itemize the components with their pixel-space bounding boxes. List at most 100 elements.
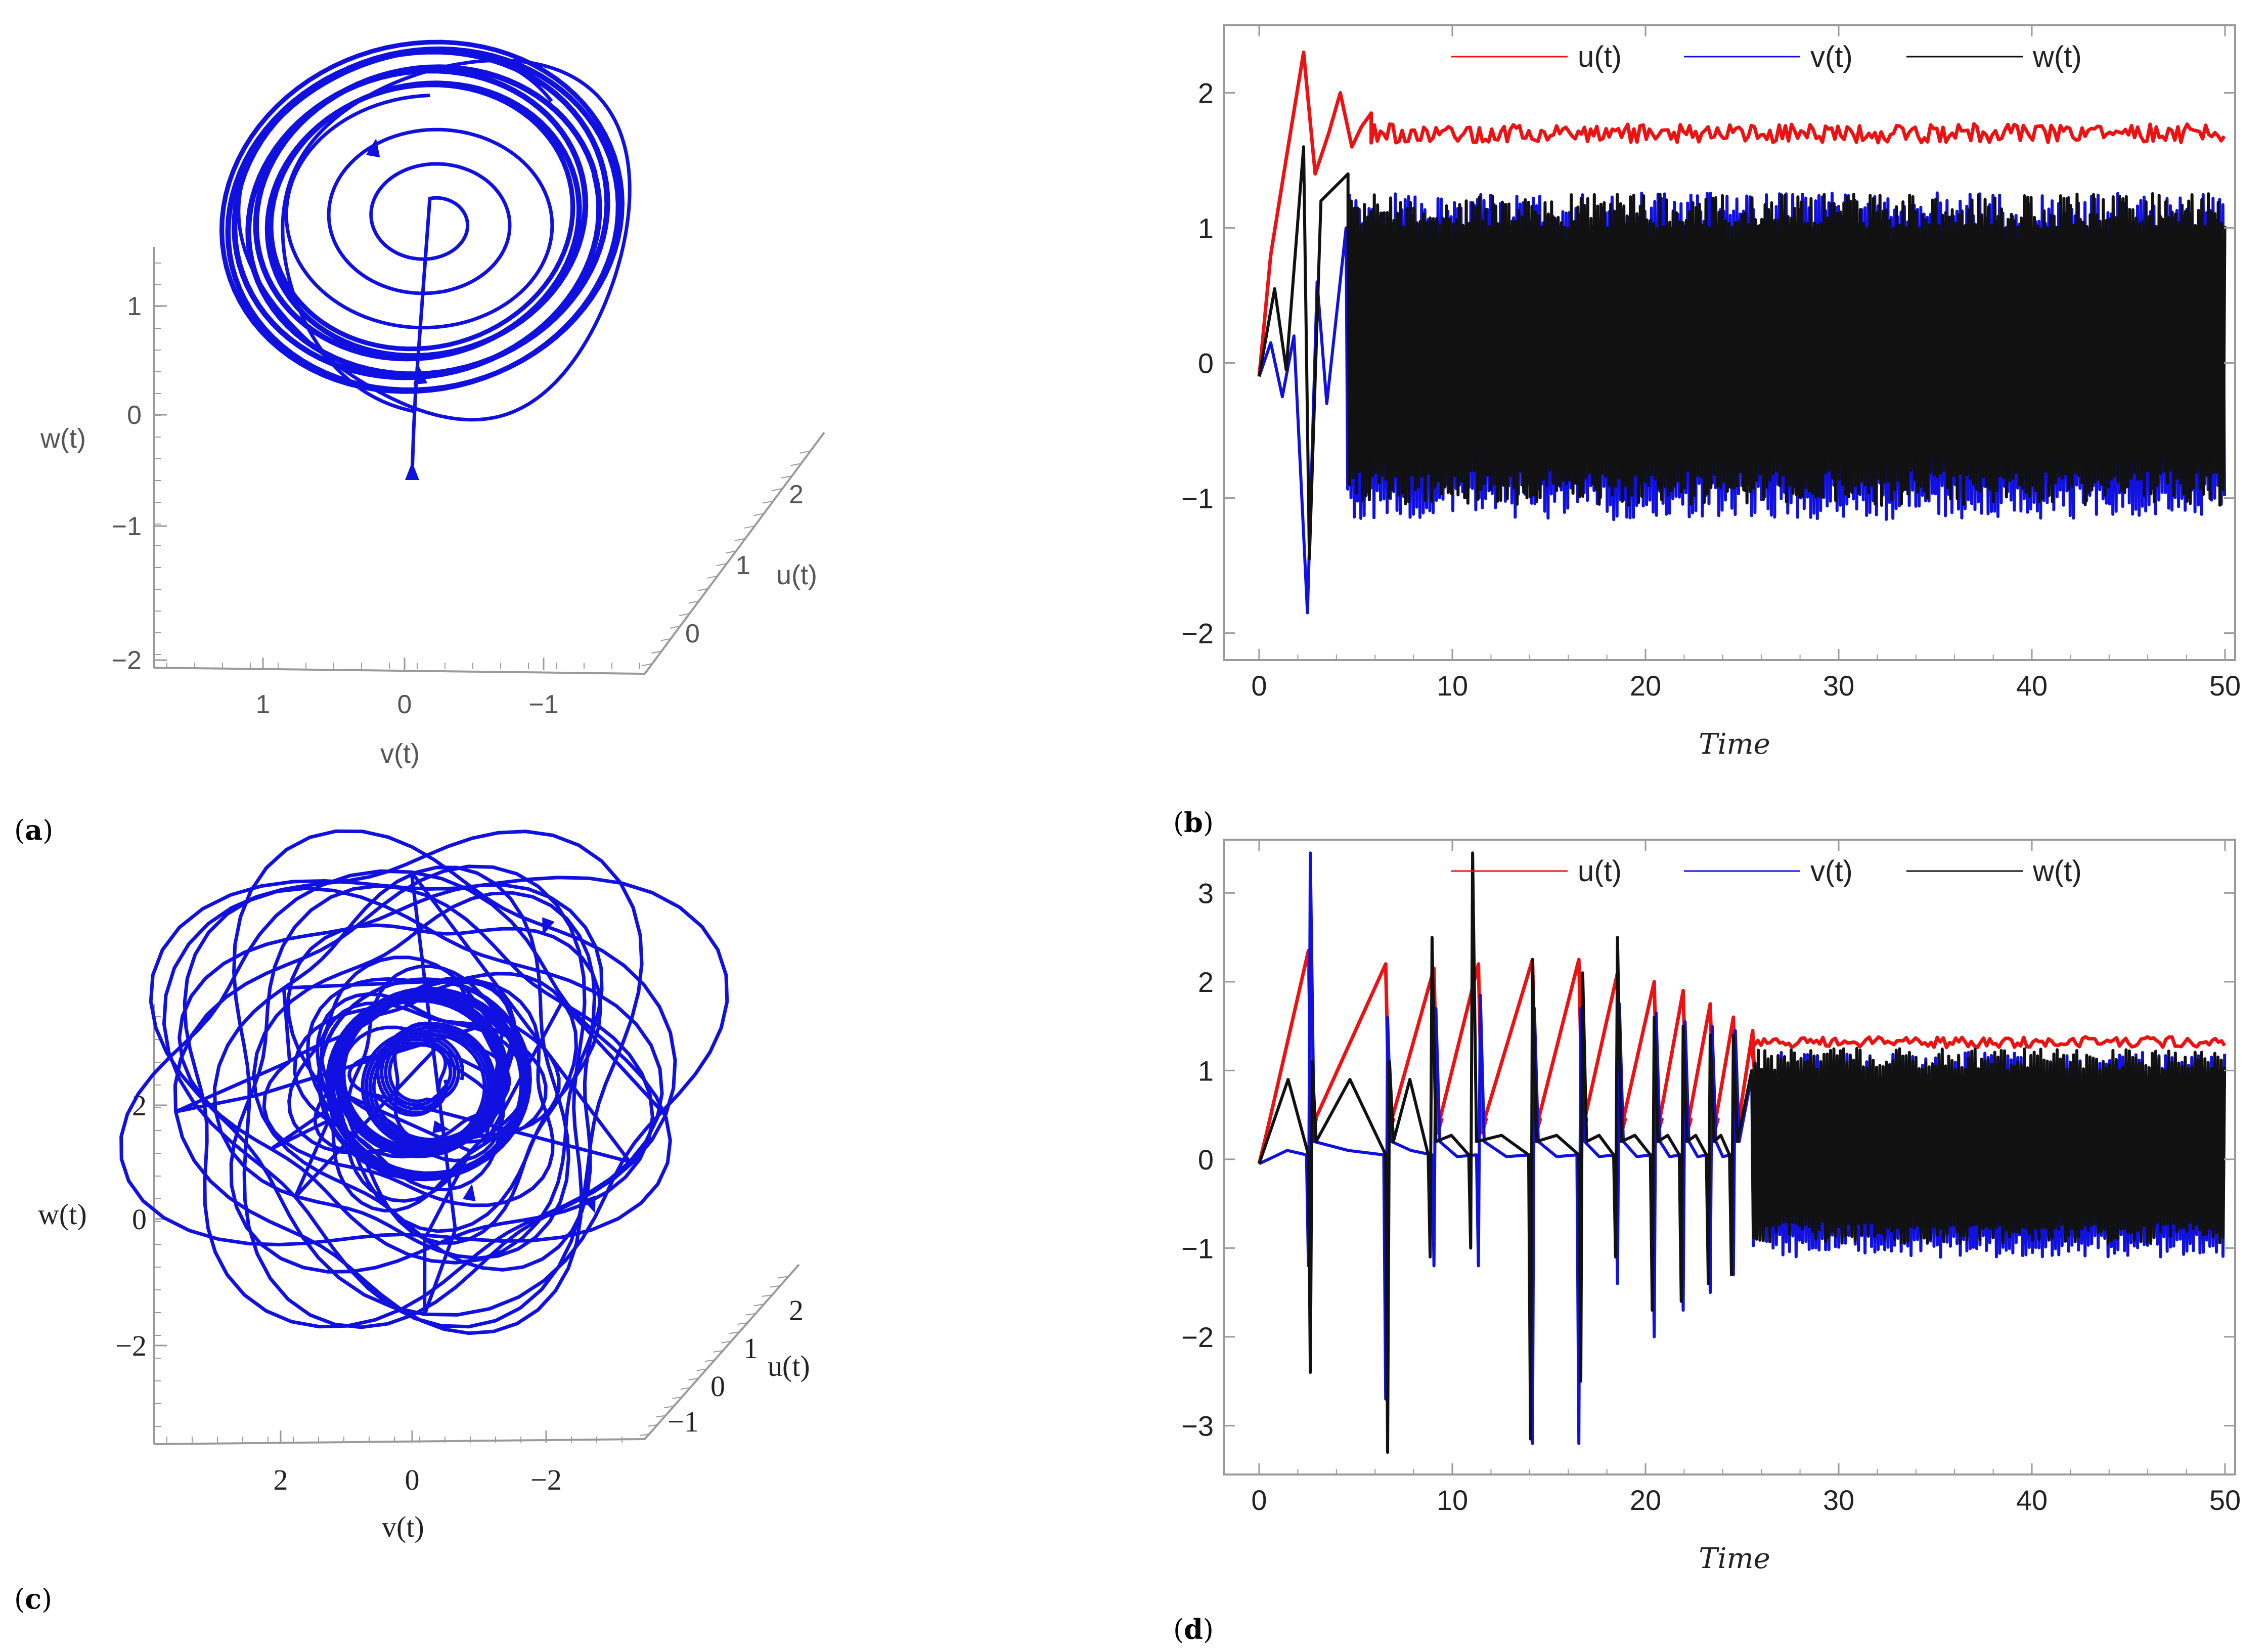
- panel-a-u-minor-tick: [735, 538, 745, 541]
- panel-a-u-tick-label: 2: [789, 480, 804, 509]
- panel-b-axes: 0 10 20 30 40 50 −2 −1 0 1 2: [1181, 25, 2241, 702]
- panel-d-caption: (d): [1173, 1613, 1214, 1645]
- panel-b-time-series: 0 10 20 30 40 50 −2 −1 0 1 2 Time u(t) v(t) w(t) (b): [1173, 24, 2241, 839]
- panel-a-u-minor-tick: [670, 625, 681, 629]
- panel-d-y-tick-label: −1: [1181, 1232, 1214, 1264]
- panel-b-caption-letter: b: [1184, 806, 1203, 839]
- panel-d-legend: u(t) v(t) w(t): [1451, 855, 2082, 888]
- panel-b-plot-frame: [1223, 24, 2236, 661]
- panel-c-u-minor-tick: [745, 1313, 756, 1316]
- panel-c-core-curve: [317, 977, 532, 1182]
- panel-c-caption: (c): [14, 1583, 52, 1615]
- panel-c-v-axis-label: v(t): [382, 1510, 424, 1543]
- panel-a-u-minor-tick: [753, 513, 764, 516]
- panel-a-v-axis-label: v(t): [380, 739, 420, 769]
- panel-b-legend-label: w(t): [2032, 40, 2082, 73]
- panel-c-caption-letter: c: [25, 1583, 41, 1615]
- panel-a-attractor-ring: [219, 39, 625, 394]
- panel-b-x-tick-label: 30: [1823, 670, 1854, 702]
- panel-c-u-minor-tick: [762, 1294, 772, 1297]
- panel-c-u-minor-tick: [704, 1359, 716, 1362]
- panel-c-w-tick-label: 0: [132, 1203, 147, 1236]
- panel-c-u-minor-tick: [688, 1378, 699, 1380]
- panel-b-x-tick-label: 20: [1630, 670, 1661, 702]
- panel-d-x-tick-label: 0: [1251, 1484, 1267, 1516]
- panel-d-x-tick-label: 10: [1437, 1484, 1468, 1516]
- panel-a-u-ticks: 0 1 2: [642, 450, 810, 666]
- panel-b-y-tick-label: 0: [1198, 348, 1214, 379]
- panel-c-u-minor-tick: [656, 1415, 666, 1418]
- panel-c-v-tick-label: 0: [405, 1463, 420, 1496]
- panel-d-x-tick-label: 30: [1823, 1484, 1854, 1516]
- panel-d-legend-label: u(t): [1578, 855, 1622, 888]
- panel-d-axes: 0 10 20 30 40 50 −3 −2 −1 0 1 2 3: [1181, 840, 2241, 1516]
- panel-a-w-tick-label: −2: [112, 646, 142, 675]
- panel-b-x-tick-label: 50: [2209, 670, 2241, 702]
- panel-c-v-ticks: 2 0 −2: [166, 1430, 622, 1496]
- panel-b-x-tick-label: 40: [2016, 670, 2048, 702]
- panel-a-w-tick-label: −1: [112, 512, 142, 541]
- panel-a-u-minor-tick: [716, 563, 727, 567]
- panel-c-direction-arrow: [542, 917, 555, 935]
- panel-c-u-minor-tick: [729, 1331, 740, 1334]
- panel-b-series-group: [1257, 50, 2227, 615]
- panel-d-series-w: [1258, 851, 2227, 1454]
- panel-a-u-minor-tick: [781, 475, 792, 479]
- panel-a-u-minor-tick: [679, 613, 690, 617]
- panel-c-u-ticks: −1 012: [639, 1276, 804, 1438]
- panel-a-u-minor-tick: [660, 638, 671, 641]
- panel-d-x-tick-label: 20: [1630, 1484, 1661, 1516]
- panel-d-y-tick-label: 3: [1198, 877, 1214, 909]
- panel-d-legend-label: w(t): [2032, 855, 2082, 888]
- panel-d-x-axis-label: Time: [1699, 1542, 1770, 1575]
- panel-d-y-tick-label: −3: [1181, 1410, 1214, 1442]
- panel-c-u-minor-tick: [647, 1424, 658, 1427]
- panel-a-v-tick-label: 0: [397, 690, 412, 719]
- panel-a-u-minor-tick: [642, 663, 653, 666]
- panel-c-u-minor-tick: [696, 1368, 707, 1371]
- panel-a-w-tick-label: 1: [127, 292, 142, 321]
- panel-a-u-minor-tick: [799, 450, 810, 454]
- panel-c-u-minor-tick: [664, 1406, 675, 1408]
- panel-d-y-tick-label: 1: [1198, 1055, 1214, 1087]
- panel-c-u-minor-tick: [713, 1350, 724, 1353]
- panel-c-u-minor-tick: [778, 1276, 789, 1279]
- panel-c-w-axis-label: w(t): [38, 1198, 87, 1231]
- panel-c-direction-arrow: [432, 1120, 450, 1134]
- panel-a-u-minor-tick: [790, 463, 801, 466]
- panel-a-u-axis-label: u(t): [776, 560, 817, 590]
- panel-b-legend-label: v(t): [1810, 40, 1853, 73]
- panel-a-u-minor-tick: [763, 500, 773, 504]
- panel-a-u-minor-tick: [725, 550, 736, 554]
- panel-a-w-axis-label: w(t): [40, 423, 86, 454]
- panel-d-plot-frame: [1223, 839, 2236, 1476]
- panel-a-u-minor-tick: [688, 600, 699, 604]
- panel-c-u-minor-tick: [737, 1322, 748, 1325]
- panel-d-y-tick-label: 0: [1198, 1144, 1214, 1176]
- panel-c-u-tick-label: 1: [743, 1332, 758, 1365]
- panel-c-u-tick-label: 0: [710, 1370, 725, 1403]
- panel-a-direction-arrow: [413, 366, 428, 385]
- panel-b-legend-label: u(t): [1578, 40, 1622, 73]
- panel-c-w-tick-label: −2: [115, 1329, 147, 1362]
- panel-a-v-ticks: 1 0 −1: [166, 658, 640, 719]
- panel-c-v-tick-label: −2: [530, 1463, 562, 1496]
- panel-a-caption-letter: a: [25, 814, 42, 846]
- panel-d-caption-letter: d: [1184, 1613, 1203, 1645]
- panel-c-direction-arrow: [462, 1184, 476, 1202]
- panel-a-u-minor-tick: [707, 575, 718, 579]
- panel-a-3d-phase-portrait: 1 0 −1 −2 1 0 −1 0 1 2 w(t) v(t) u(t) (a): [14, 39, 825, 846]
- panel-a-box-frame: [153, 247, 825, 675]
- panel-b-series-w: [1258, 145, 2227, 560]
- panel-a-caption: (a): [14, 814, 53, 846]
- panel-d-series-group: [1257, 851, 2227, 1454]
- panel-c-direction-arrow: [583, 1195, 596, 1213]
- panel-c-u-minor-tick: [770, 1285, 780, 1288]
- panel-b-y-tick-label: 2: [1198, 77, 1214, 109]
- panel-c-box-frame: [153, 1004, 800, 1445]
- panel-a-direction-arrow: [366, 138, 380, 158]
- panel-c-u-minor-tick: [753, 1304, 764, 1307]
- panel-a-u-minor-tick: [651, 650, 662, 654]
